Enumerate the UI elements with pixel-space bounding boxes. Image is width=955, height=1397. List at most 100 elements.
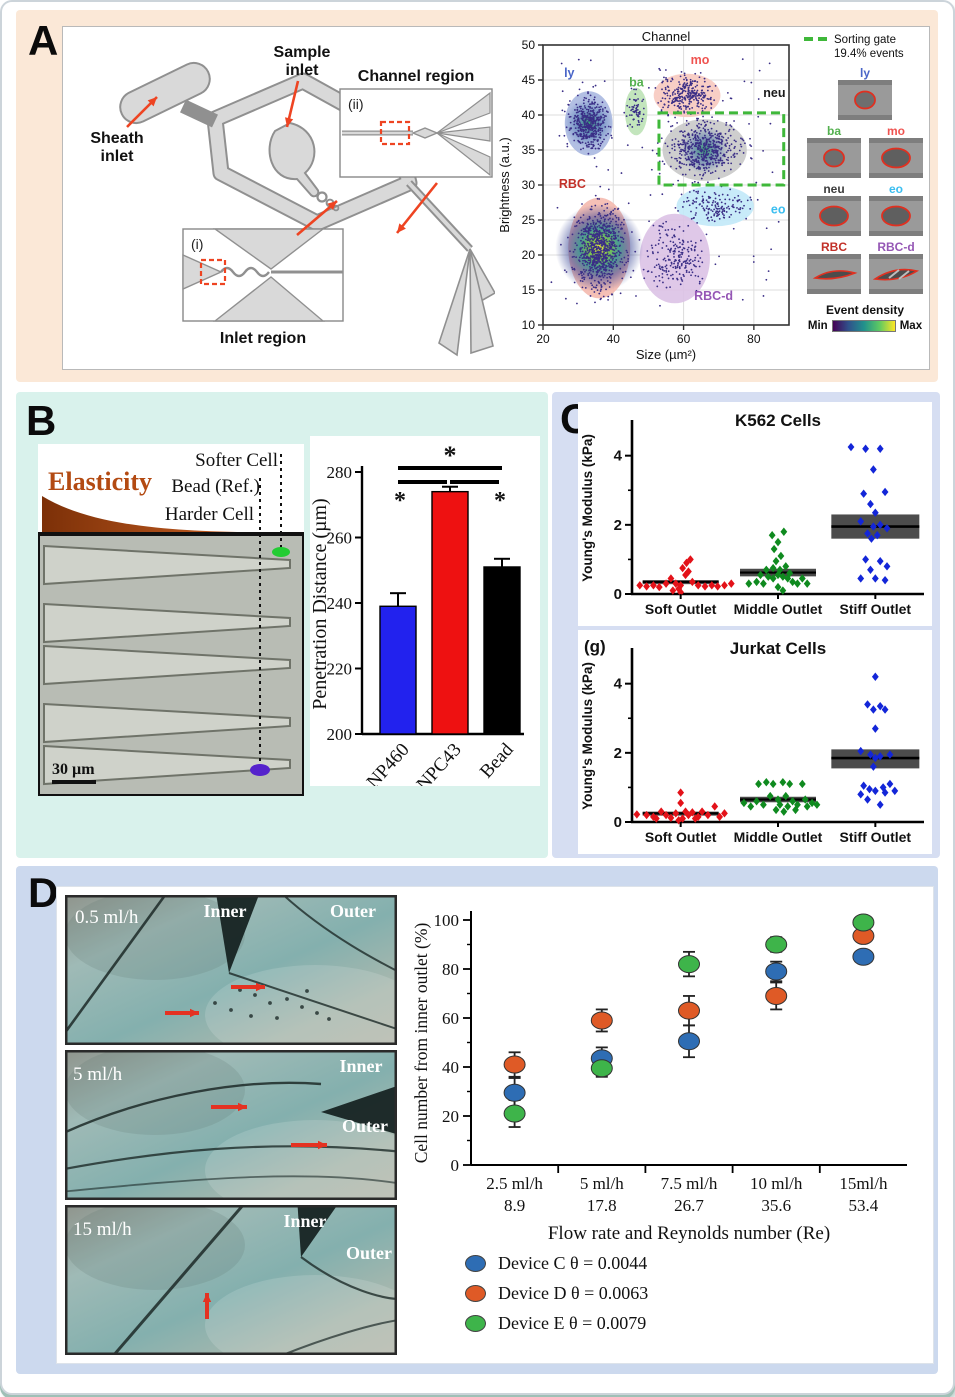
svg-text:40: 40 <box>442 1058 459 1077</box>
channel-scatter-plot: ly ba mo neu eo RBC RBC-d 20 40 60 80 10 15 20 25 30 35 4… <box>497 29 790 362</box>
panel-a-content: (ii) Channel region (i) Inlet region Sample i… <box>62 26 930 370</box>
svg-text:NPC43: NPC43 <box>413 739 466 786</box>
svg-text:25: 25 <box>522 213 536 227</box>
legend-device-c: Device C θ = 0.0044 <box>465 1253 648 1274</box>
svg-text:Middle Outlet: Middle Outlet <box>734 601 823 617</box>
svg-text:40: 40 <box>607 332 621 346</box>
svg-text:(ii): (ii) <box>348 96 364 112</box>
svg-text:2.5 ml/h: 2.5 ml/h <box>486 1174 543 1193</box>
svg-text:15: 15 <box>522 283 536 297</box>
svg-text:10: 10 <box>522 318 536 332</box>
svg-text:mo: mo <box>691 53 710 67</box>
cell-microscopy-thumbnail <box>869 195 923 236</box>
svg-text:60: 60 <box>442 1009 459 1028</box>
panel-a-right-column: Sorting gate 19.4% events ly ba mo neu eo RBC… <box>803 33 927 363</box>
svg-text:15 ml/h: 15 ml/h <box>73 1219 132 1240</box>
svg-text:Soft Outlet: Soft Outlet <box>645 829 717 845</box>
cell-microscopy-thumbnail <box>838 79 892 120</box>
event-density-colorbar <box>831 319 896 332</box>
svg-text:Middle Outlet: Middle Outlet <box>734 829 823 845</box>
microscopy-image-0.5mlh: 0.5 ml/h Inner Outer <box>65 895 397 1045</box>
svg-text:Soft Outlet: Soft Outlet <box>645 601 717 617</box>
svg-text:Outer: Outer <box>330 901 376 921</box>
svg-text:Young's Modulus (kPa): Young's Modulus (kPa) <box>580 662 595 810</box>
svg-text:45: 45 <box>522 73 536 87</box>
svg-text:Inner: Inner <box>283 1211 326 1231</box>
svg-text:Harder Cell: Harder Cell <box>165 504 254 525</box>
svg-text:K562 Cells: K562 Cells <box>735 411 821 430</box>
cell-microscopy-thumbnail <box>869 137 923 178</box>
cell-type-label: eo <box>888 181 903 196</box>
svg-text:ly: ly <box>564 66 574 80</box>
svg-text:Cell number from inner outlet: Cell number from inner outlet (%) <box>411 923 431 1164</box>
svg-text:5 ml/h: 5 ml/h <box>73 1064 123 1085</box>
svg-text:*: * <box>394 488 406 514</box>
svg-text:RBC: RBC <box>559 177 586 191</box>
device-e-swatch <box>465 1315 486 1332</box>
legend-device-d: Device D θ = 0.0063 <box>465 1283 648 1304</box>
svg-text:*: * <box>444 441 457 470</box>
svg-text:2: 2 <box>614 745 622 762</box>
svg-text:Bead: Bead <box>476 739 518 782</box>
svg-text:0.5 ml/h: 0.5 ml/h <box>75 907 139 928</box>
svg-text:200: 200 <box>327 725 353 744</box>
svg-text:Sample: Sample <box>274 44 331 61</box>
svg-text:Brightness (a.u.): Brightness (a.u.) <box>497 137 512 232</box>
cell-type-label: ly <box>859 65 870 80</box>
device-d-swatch <box>465 1285 486 1302</box>
svg-text:Penetration Distance (µm): Penetration Distance (µm) <box>310 498 331 709</box>
svg-text:7.5 ml/h: 7.5 ml/h <box>661 1174 718 1193</box>
cell-microscopy-thumbnail <box>807 195 861 236</box>
cell-type-label: neu <box>823 181 845 196</box>
svg-text:20: 20 <box>522 248 536 262</box>
event-density-legend: Event density Min Max <box>803 303 927 332</box>
sorting-gate-percent: 19.4% events <box>834 48 904 61</box>
svg-text:Softer Cell: Softer Cell <box>195 450 278 471</box>
svg-text:Flow rate and Reynolds number: Flow rate and Reynolds number (Re) <box>548 1223 830 1244</box>
device-c-label: Device C θ = 0.0044 <box>498 1253 648 1273</box>
flow-rate-scatter-chart: 0 20 40 60 80 100 2.5 ml/h 8.9 5 ml/h 17.8 7.5 ml/… <box>411 911 907 1244</box>
cell-type-label: RBC <box>821 239 847 254</box>
svg-text:Jurkat Cells: Jurkat Cells <box>730 639 826 658</box>
panel-b: B Elasticity Softer Cell Bead (Ref.) Harder… <box>16 392 548 858</box>
cell-type-label: mo <box>887 123 905 138</box>
svg-text:Outer: Outer <box>346 1243 392 1263</box>
svg-text:2: 2 <box>614 517 622 534</box>
device-e-label: Device E θ = 0.0079 <box>498 1313 647 1333</box>
svg-text:20: 20 <box>442 1107 459 1126</box>
svg-text:35.6: 35.6 <box>761 1196 791 1215</box>
svg-text:Bead (Ref.): Bead (Ref.) <box>171 476 260 497</box>
svg-text:Size (µm²): Size (µm²) <box>636 347 696 362</box>
svg-text:15ml/h: 15ml/h <box>839 1174 888 1193</box>
event-density-min: Min <box>807 319 828 332</box>
svg-text:RBC-d: RBC-d <box>694 289 733 303</box>
microfluidic-device-schematic: (ii)Channel region(i)Inlet regionSamplei… <box>90 44 495 357</box>
svg-text:35: 35 <box>522 143 536 157</box>
svg-text:ba: ba <box>629 75 645 89</box>
svg-text:neu: neu <box>763 86 785 100</box>
svg-text:80: 80 <box>747 332 761 346</box>
cell-microscopy-thumbnail <box>807 137 861 178</box>
svg-text:17.8: 17.8 <box>587 1196 617 1215</box>
svg-text:30 µm: 30 µm <box>52 761 95 778</box>
panel-d-content: 0.5 ml/h Inner Outer 5 ml/h Inner Outer 15 m… <box>56 886 934 1364</box>
svg-text:Elasticity: Elasticity <box>48 467 152 496</box>
svg-text:*: * <box>494 488 506 514</box>
svg-text:(i): (i) <box>191 236 203 252</box>
device-legend: Device C θ = 0.0044 Device D θ = 0.0063 … <box>465 1253 648 1334</box>
panel-b-label: B <box>26 397 57 444</box>
svg-text:4: 4 <box>614 448 623 465</box>
svg-text:4: 4 <box>614 676 623 693</box>
svg-text:0: 0 <box>614 814 622 831</box>
cell-image-gallery: ly ba mo neu eo RBC RBC-d <box>803 66 927 298</box>
svg-text:20: 20 <box>536 332 550 346</box>
event-density-max: Max <box>899 319 923 332</box>
sorting-gate-dash-icon <box>804 37 827 41</box>
svg-text:280: 280 <box>327 463 353 482</box>
legend-device-e: Device E θ = 0.0079 <box>465 1313 648 1334</box>
cell-type-label: RBC-d <box>877 239 915 254</box>
sorting-gate-text: Sorting gate <box>834 34 897 46</box>
svg-text:240: 240 <box>327 594 353 613</box>
